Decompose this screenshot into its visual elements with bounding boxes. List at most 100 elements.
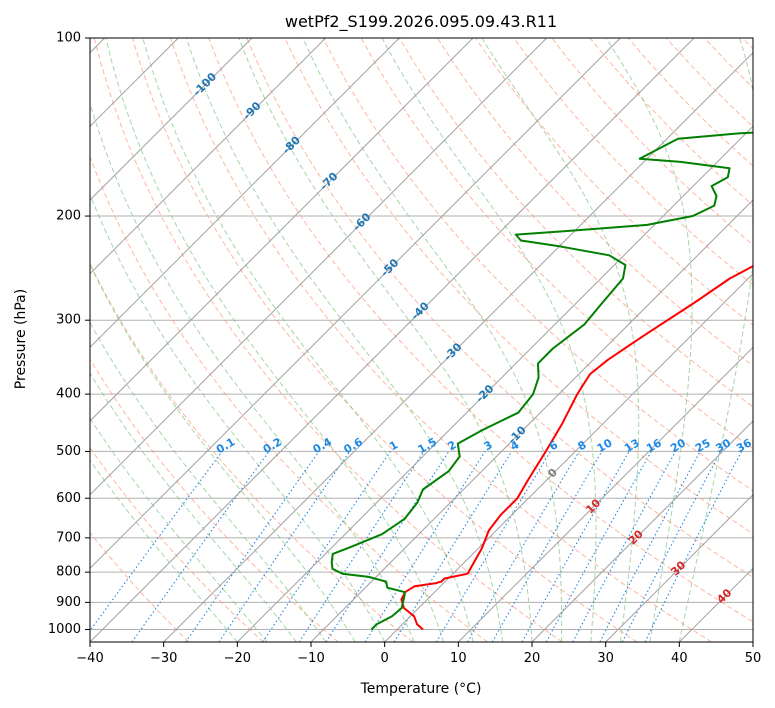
isotherm-line bbox=[90, 38, 695, 642]
line-labels-layer: -100-90-80-70-60-50-40-30-20-10010203040… bbox=[191, 70, 755, 606]
isotherm-line bbox=[236, 125, 753, 642]
dry-adiabat-line bbox=[436, 38, 753, 367]
dry-adiabat-line bbox=[665, 38, 753, 128]
mixing-ratio-label: 0.2 bbox=[261, 435, 284, 456]
x-tick-label: 0 bbox=[381, 651, 389, 666]
moist-adiabat-line bbox=[481, 38, 640, 642]
moist-adiabat-line bbox=[238, 38, 533, 642]
moist-adiabat-line bbox=[678, 38, 753, 642]
isotherm-line bbox=[90, 38, 548, 496]
moist-adiabat-line bbox=[605, 38, 693, 642]
dewpoint-profile-line bbox=[330, 131, 753, 631]
y-tick-label: 300 bbox=[56, 313, 81, 328]
plot-frame bbox=[89, 37, 754, 643]
moist-adiabat-line bbox=[142, 38, 474, 642]
mixing-ratio-label: 36 bbox=[734, 436, 754, 455]
x-tick-label: −20 bbox=[224, 651, 251, 666]
moist-adiabat-line bbox=[302, 38, 563, 642]
mixing-ratio-line bbox=[521, 451, 630, 642]
dry-adiabat-line bbox=[322, 38, 753, 492]
isotherm-label: -20 bbox=[473, 382, 496, 405]
background-lines-layer bbox=[90, 38, 753, 642]
y-tick-label: 700 bbox=[56, 530, 81, 545]
y-axis-label: Pressure (hPa) bbox=[13, 289, 29, 389]
dry-adiabat-line bbox=[360, 38, 753, 450]
x-axis-label: Temperature (°C) bbox=[360, 681, 482, 697]
chart-title: wetPf2_S199.2026.095.09.43.R11 bbox=[285, 12, 557, 32]
mixing-ratio-label: 20 bbox=[668, 436, 688, 455]
isotherm-line bbox=[384, 272, 753, 642]
y-tick-label: 900 bbox=[56, 595, 81, 610]
dry-adiabat-line bbox=[93, 38, 563, 642]
isotherm-label: 30 bbox=[668, 558, 688, 578]
mixing-ratio-line bbox=[218, 451, 351, 642]
profile-series-layer bbox=[330, 131, 753, 631]
mixing-ratio-line bbox=[185, 451, 320, 642]
x-tick-label: 30 bbox=[597, 651, 614, 666]
isotherm-line bbox=[90, 38, 327, 275]
isotherm-line bbox=[678, 567, 753, 642]
y-tick-label: 200 bbox=[56, 209, 81, 224]
dry-adiabat-line bbox=[90, 446, 264, 642]
moist-adiabat-line bbox=[105, 38, 445, 642]
dry-adiabat-line bbox=[246, 38, 753, 578]
moist-adiabat-line bbox=[90, 193, 386, 642]
mixing-ratio-line bbox=[298, 451, 425, 642]
x-tick-label: 50 bbox=[745, 651, 762, 666]
y-tick-label: 800 bbox=[56, 565, 81, 580]
mixing-ratio-label: 25 bbox=[693, 436, 713, 455]
axis-ticks-layer: −40 −30 −20 −10 0 10 20 30 40 50 100 200 300 400 500 60… bbox=[48, 31, 761, 667]
dry-adiabat-line bbox=[131, 38, 638, 642]
mixing-ratio-line bbox=[599, 451, 701, 642]
y-tick-label: 100 bbox=[56, 31, 81, 46]
x-tick-label: 20 bbox=[524, 651, 541, 666]
dry-adiabat-line bbox=[90, 531, 190, 642]
isotherm-line bbox=[90, 38, 621, 570]
dry-adiabat-line bbox=[589, 38, 753, 206]
isotherm-line bbox=[310, 199, 753, 642]
y-tick-label: 400 bbox=[56, 387, 81, 402]
mixing-ratio-line bbox=[393, 451, 513, 642]
y-tick-label: 1000 bbox=[48, 622, 81, 637]
temperature-profile-line bbox=[400, 265, 753, 631]
moist-adiabat-line bbox=[381, 38, 597, 642]
mixing-ratio-line bbox=[545, 451, 652, 642]
dry-adiabat-line bbox=[90, 262, 414, 642]
dry-adiabat-line bbox=[513, 38, 753, 286]
y-tick-label: 600 bbox=[56, 491, 81, 506]
isotherm-line bbox=[90, 38, 474, 422]
isotherm-line bbox=[752, 641, 753, 642]
mixing-ratio-line bbox=[621, 451, 722, 642]
x-tick-label: 10 bbox=[450, 651, 467, 666]
x-tick-label: 40 bbox=[671, 651, 688, 666]
mixing-ratio-line bbox=[644, 451, 742, 642]
mixing-ratio-line bbox=[467, 451, 580, 642]
isotherm-line bbox=[457, 346, 753, 642]
isotherm-line bbox=[605, 493, 753, 642]
mixing-ratio-label: 1.5 bbox=[416, 435, 439, 456]
isotherm-line bbox=[90, 38, 400, 349]
dry-adiabat-line bbox=[90, 155, 488, 642]
mixing-ratio-label: 10 bbox=[595, 436, 615, 455]
mixing-ratio-label: 0.1 bbox=[214, 435, 237, 456]
grid-layer bbox=[90, 37, 753, 630]
mixing-ratio-line bbox=[325, 451, 450, 642]
dry-adiabat-line bbox=[170, 38, 712, 642]
moist-adiabat-line bbox=[186, 38, 503, 642]
x-tick-label: −10 bbox=[297, 651, 324, 666]
mixing-ratio-label: 0.4 bbox=[311, 435, 335, 456]
dry-adiabat-line bbox=[208, 38, 753, 623]
mixing-ratio-label: 30 bbox=[713, 436, 733, 455]
isotherm-label: -40 bbox=[409, 299, 432, 322]
isotherm-line bbox=[531, 420, 753, 642]
mixing-ratio-label: 0.6 bbox=[341, 435, 365, 456]
dry-adiabat-line bbox=[475, 38, 753, 326]
isotherm-line bbox=[90, 38, 253, 201]
isotherm-line bbox=[163, 51, 753, 642]
dry-adiabat-line bbox=[742, 38, 753, 50]
isotherm-label: -30 bbox=[441, 340, 464, 363]
moist-adiabat-line bbox=[90, 321, 327, 642]
mixing-ratio-line bbox=[572, 451, 676, 642]
moist-adiabat-line bbox=[90, 263, 356, 642]
